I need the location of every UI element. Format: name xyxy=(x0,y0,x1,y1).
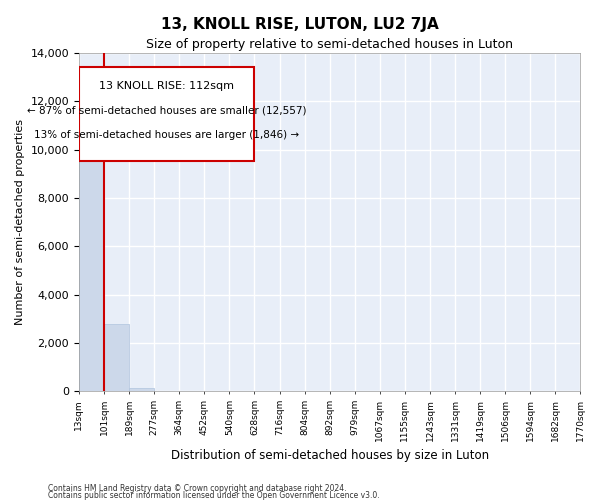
Bar xyxy=(79,88,104,392)
Text: 13, KNOLL RISE, LUTON, LU2 7JA: 13, KNOLL RISE, LUTON, LU2 7JA xyxy=(161,18,439,32)
Text: 13 KNOLL RISE: 112sqm: 13 KNOLL RISE: 112sqm xyxy=(99,80,234,90)
Title: Size of property relative to semi-detached houses in Luton: Size of property relative to semi-detach… xyxy=(146,38,513,51)
Bar xyxy=(79,66,254,162)
Text: 13% of semi-detached houses are larger (1,846) →: 13% of semi-detached houses are larger (… xyxy=(34,130,299,140)
Text: Contains HM Land Registry data © Crown copyright and database right 2024.: Contains HM Land Registry data © Crown c… xyxy=(48,484,347,493)
Bar xyxy=(104,324,129,392)
Y-axis label: Number of semi-detached properties: Number of semi-detached properties xyxy=(15,119,25,325)
Bar xyxy=(129,388,154,392)
Text: Contains public sector information licensed under the Open Government Licence v3: Contains public sector information licen… xyxy=(48,491,380,500)
Text: ← 87% of semi-detached houses are smaller (12,557): ← 87% of semi-detached houses are smalle… xyxy=(27,105,307,115)
X-axis label: Distribution of semi-detached houses by size in Luton: Distribution of semi-detached houses by … xyxy=(170,450,489,462)
